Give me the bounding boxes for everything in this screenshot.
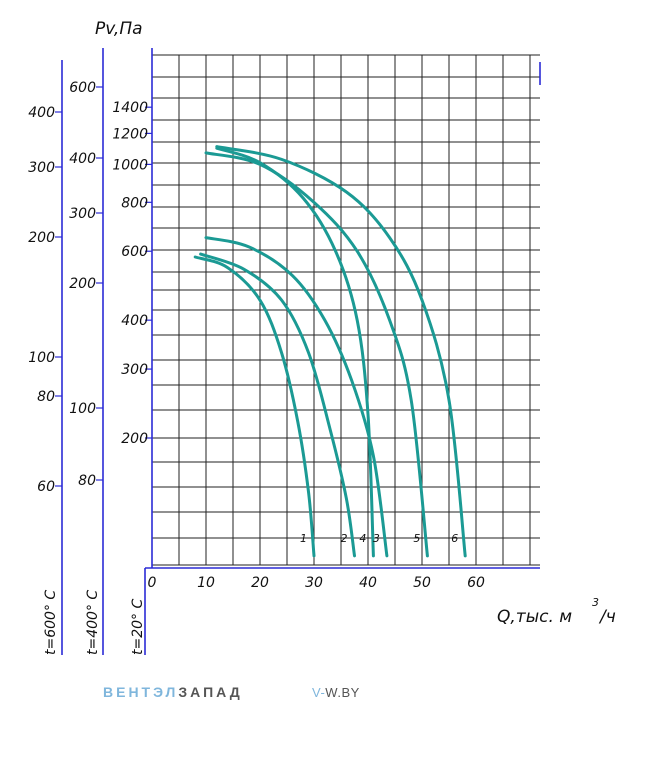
x-tick-label: 40 (359, 575, 377, 591)
curve-label-2: 2 (341, 532, 348, 545)
y-axis-title: Pv,Па (95, 19, 143, 39)
temperature-label: t=20° C (130, 599, 146, 655)
x-axis-title-sup: 3 (592, 596, 599, 609)
y-tick-label: 300 (121, 362, 148, 378)
curve-label-5: 5 (413, 532, 420, 545)
chart-axes (55, 48, 541, 655)
y-tick-label: 800 (121, 195, 148, 211)
y-tick-label: 1400 (112, 100, 148, 116)
temperature-label: t=600° C (43, 590, 59, 655)
scale600-tick-label: 300 (28, 160, 55, 176)
scale400-tick-label: 300 (69, 206, 96, 222)
x-axis-title-tail: /ч (598, 607, 616, 627)
brand-part2: ЗАПАД (178, 684, 243, 700)
curve-label-6: 6 (451, 532, 458, 545)
y-tick-label: 1000 (112, 157, 148, 173)
scale400-tick-label: 80 (78, 473, 96, 489)
fan-curve-3 (204, 236, 389, 558)
scale600-tick-label: 100 (28, 350, 55, 366)
x-tick-label: 10 (197, 575, 215, 591)
scale400-tick-label: 100 (69, 401, 96, 417)
curve-label-1: 1 (300, 532, 307, 545)
fan-curve-6 (215, 145, 467, 558)
scale400-tick-label: 400 (69, 151, 96, 167)
chart-labels: 2003004006008001000120014008010020030040… (28, 19, 616, 655)
fan-curve-5 (204, 151, 429, 558)
scale600-tick-label: 80 (37, 389, 55, 405)
fan-curve-1 (193, 255, 316, 558)
brand-logo: ВЕНТЭЛЗАПАД (103, 684, 243, 700)
chart-grid (151, 54, 540, 566)
temperature-label: t=400° C (85, 590, 101, 655)
scale600-tick-label: 200 (28, 230, 55, 246)
fan-curve-4 (215, 146, 375, 558)
y-tick-label: 400 (121, 313, 148, 329)
scale400-tick-label: 600 (69, 80, 96, 96)
scale600-tick-label: 60 (37, 479, 55, 495)
x-tick-label: 60 (467, 575, 485, 591)
scale600-tick-label: 400 (28, 105, 55, 121)
brand-part1: ВЕНТЭЛ (103, 684, 179, 700)
x-tick-label: 0 (148, 575, 157, 591)
scale400-tick-label: 200 (69, 276, 96, 292)
chart-curves (193, 145, 467, 558)
curve-label-4: 4 (359, 532, 366, 545)
site-link[interactable]: V-W.BY (312, 685, 360, 700)
fan-curve-2 (199, 252, 356, 558)
curve-label-3: 3 (373, 532, 380, 545)
x-tick-label: 50 (413, 575, 431, 591)
y-tick-label: 1200 (112, 126, 148, 142)
site-prefix: V- (312, 685, 326, 700)
x-axis-title: Q,тыс. м (497, 607, 572, 627)
x-tick-label: 30 (305, 575, 323, 591)
site-rest: W.BY (325, 685, 360, 700)
y-tick-label: 200 (121, 431, 148, 447)
y-tick-label: 600 (121, 244, 148, 260)
x-tick-label: 20 (251, 575, 269, 591)
